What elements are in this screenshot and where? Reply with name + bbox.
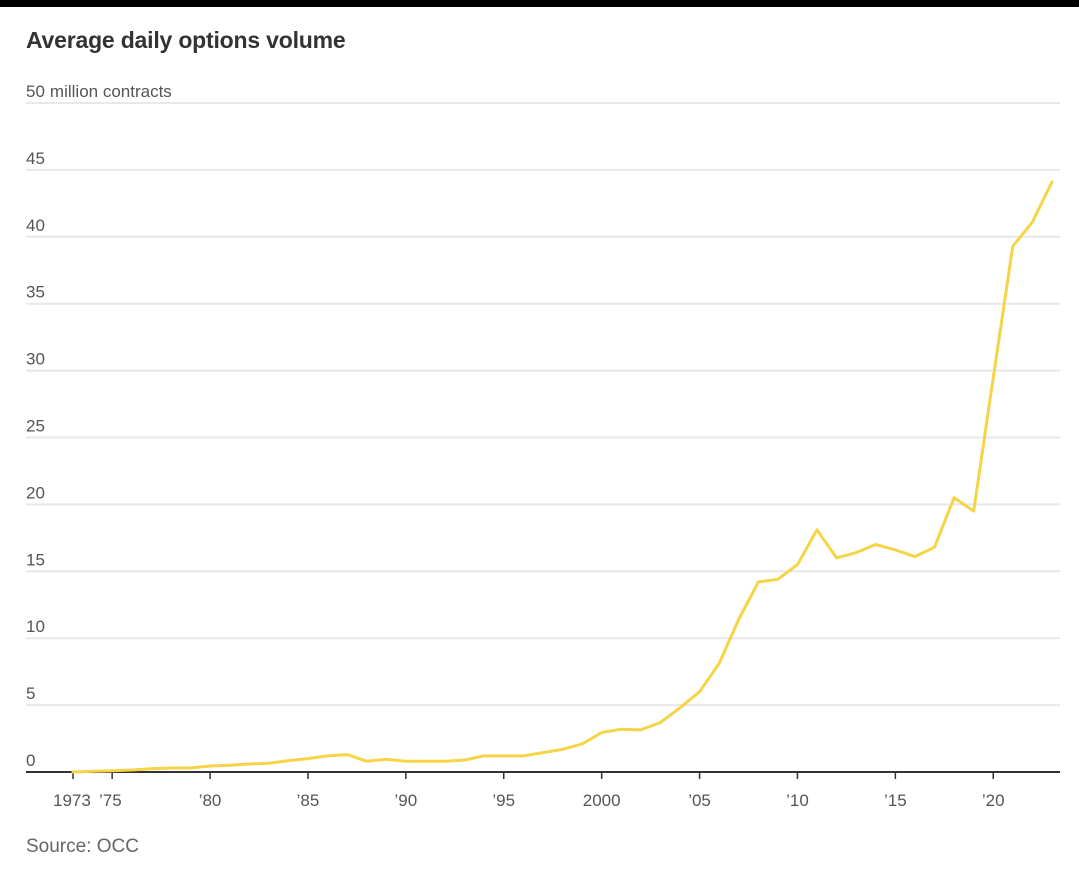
x-tick-label-2010: ’10 — [786, 791, 809, 810]
data-point-1980 — [208, 764, 212, 768]
x-tick-label-1973: 1973 — [53, 791, 91, 810]
data-point-2004 — [678, 706, 682, 709]
data-point-1977 — [150, 767, 153, 770]
data-point-2022 — [1031, 220, 1034, 224]
data-point-2019 — [972, 509, 975, 513]
y-tick-label-30: 30 — [26, 350, 45, 369]
data-point-1999 — [580, 742, 584, 746]
data-point-2018 — [952, 496, 956, 499]
data-point-2003 — [659, 721, 662, 724]
data-point-1983 — [267, 762, 270, 765]
data-point-2015 — [894, 548, 897, 552]
data-point-1985 — [306, 757, 310, 760]
y-tick-label-45: 45 — [26, 149, 45, 168]
series-layer — [71, 180, 1054, 774]
data-point-1973 — [71, 770, 75, 774]
data-point-1981 — [228, 764, 231, 767]
data-point-2006 — [717, 662, 721, 665]
x-tick-label-1975: ’75 — [99, 791, 122, 810]
data-point-2021 — [1011, 244, 1015, 248]
y-tick-label-0: 0 — [26, 751, 35, 770]
y-tick-label-10: 10 — [26, 617, 45, 636]
x-tick-label-1980: ’80 — [199, 791, 222, 810]
y-tick-label-25: 25 — [26, 417, 45, 436]
y-tick-label-35: 35 — [26, 283, 45, 302]
y-axis-ticks: 0 5 10 15 20 25 30 35 40 45 50 million contracts — [26, 82, 172, 770]
data-point-2002 — [639, 728, 643, 732]
chart-title: Average daily options volume — [26, 27, 346, 53]
data-point-2001 — [620, 727, 623, 731]
data-point-1975 — [110, 769, 114, 772]
data-point-1998 — [561, 748, 564, 751]
data-point-1978 — [169, 766, 173, 770]
data-point-2013 — [855, 551, 858, 554]
x-tick-label-1990: ’90 — [395, 791, 418, 810]
x-tick-label-1985: ’85 — [297, 791, 320, 810]
data-point-1979 — [189, 766, 192, 770]
y-tick-label-50: 50 — [26, 82, 45, 101]
x-tick-label-2000: 2000 — [583, 791, 621, 810]
data-point-2016 — [913, 555, 917, 558]
data-point-2007 — [737, 618, 740, 621]
y-tick-label-15: 15 — [26, 550, 45, 569]
x-tick-label-2005: ’05 — [688, 791, 711, 810]
data-point-2012 — [835, 556, 838, 560]
data-point-1987 — [345, 753, 349, 756]
data-point-1984 — [287, 759, 290, 762]
y-tick-label-20: 20 — [26, 483, 45, 502]
data-point-1989 — [385, 758, 388, 761]
data-point-2008 — [757, 580, 760, 584]
data-point-2009 — [776, 578, 780, 581]
data-point-2010 — [796, 563, 799, 566]
data-point-1990 — [404, 760, 408, 763]
data-point-1992 — [443, 760, 447, 763]
data-point-1986 — [326, 754, 329, 758]
data-point-2017 — [933, 546, 936, 549]
data-point-1988 — [365, 760, 368, 763]
data-point-2014 — [874, 543, 877, 546]
gridlines — [26, 102, 1060, 707]
data-point-1976 — [130, 768, 133, 772]
data-point-1994 — [482, 754, 486, 758]
data-point-1993 — [463, 758, 466, 762]
data-point-1974 — [91, 770, 94, 773]
x-tick-label-2020: ’20 — [982, 791, 1005, 810]
data-point-1982 — [248, 762, 251, 766]
series-line-0 — [71, 180, 1054, 774]
y-axis-unit-label: million contracts — [50, 82, 172, 101]
data-point-2023 — [1050, 180, 1054, 184]
top-border-bar — [0, 0, 1079, 7]
y-tick-label-5: 5 — [26, 684, 35, 703]
x-tick-label-1995: ’95 — [492, 791, 515, 810]
source-note: Source: OCC — [26, 836, 139, 857]
x-axis-ticks: 1973 ’75 ’80 ’85 ’90 ’95 2000 ’05 ’10 ’15 ’20 — [53, 772, 1005, 810]
data-point-2011 — [815, 528, 819, 532]
data-point-2020 — [992, 376, 995, 379]
data-point-1996 — [522, 754, 525, 758]
data-point-1995 — [502, 754, 505, 758]
data-point-1997 — [541, 751, 545, 754]
y-tick-label-40: 40 — [26, 216, 45, 235]
data-point-2005 — [698, 690, 701, 693]
data-point-2000 — [600, 731, 603, 734]
x-tick-label-2015: ’15 — [884, 791, 907, 810]
data-point-1991 — [424, 760, 427, 763]
